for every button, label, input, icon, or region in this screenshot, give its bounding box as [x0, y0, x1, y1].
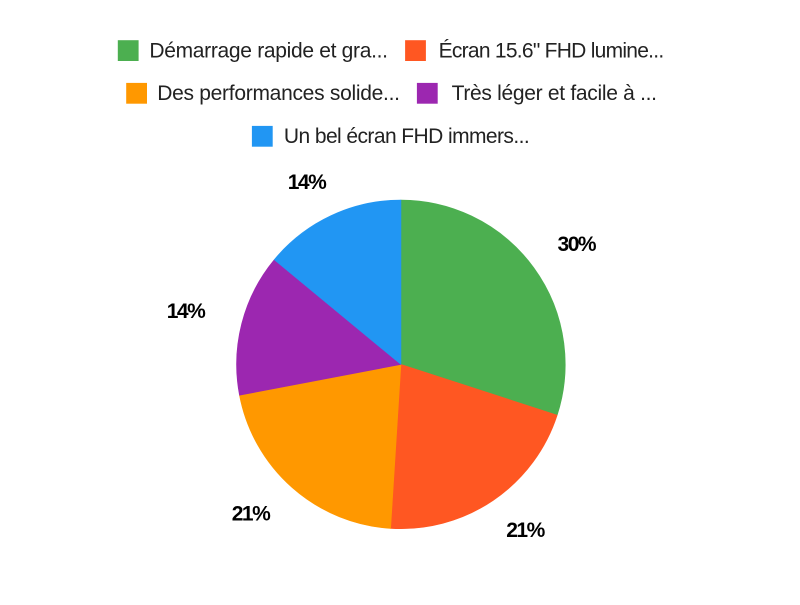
svg-text:14%: 14% — [288, 171, 327, 194]
svg-text:Écran 15.6" FHD lumine...: Écran 15.6" FHD lumine... — [439, 39, 665, 62]
svg-text:Très léger et facile à ...: Très léger et facile à ... — [452, 82, 657, 105]
svg-text:Des performances solide...: Des performances solide... — [157, 82, 400, 105]
svg-text:21%: 21% — [232, 503, 271, 526]
svg-text:30%: 30% — [558, 233, 597, 256]
svg-text:21%: 21% — [506, 519, 545, 542]
svg-text:14%: 14% — [167, 300, 206, 323]
svg-text:Un bel écran FHD immers...: Un bel écran FHD immers... — [284, 125, 530, 148]
svg-text:Démarrage rapide et gra...: Démarrage rapide et gra... — [149, 39, 388, 62]
